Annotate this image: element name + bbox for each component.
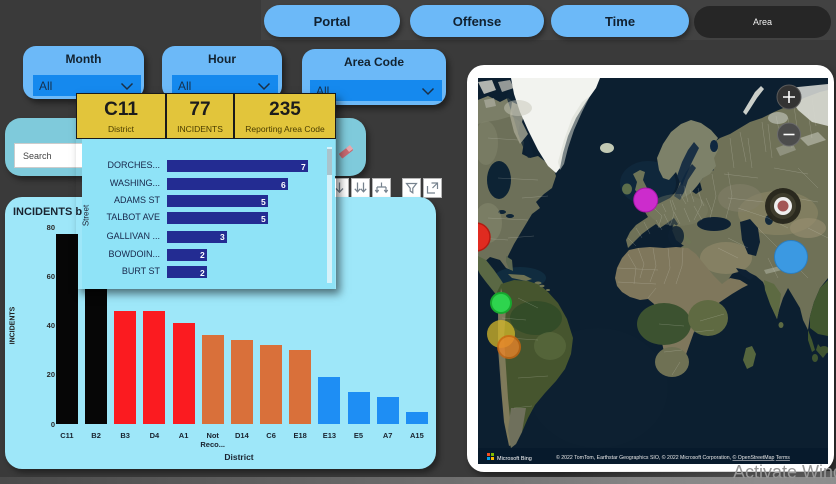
- svg-text:Microsoft Bing: Microsoft Bing: [497, 456, 532, 462]
- svg-text:© 2022 TomTom, Earthstar Geogr: © 2022 TomTom, Earthstar Geographics SIO…: [556, 454, 790, 461]
